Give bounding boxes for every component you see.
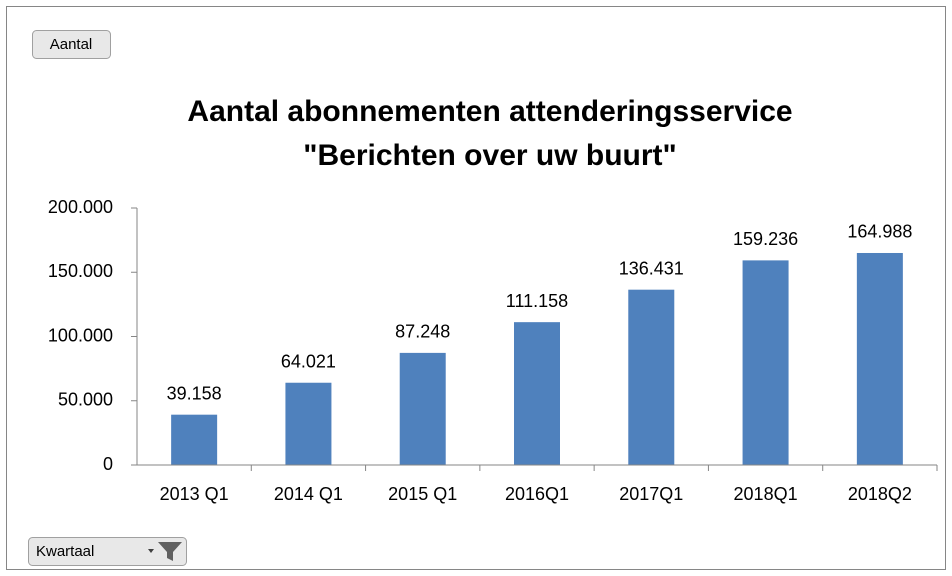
x-tick-label: 2017Q1 bbox=[619, 484, 683, 504]
axis-field-button[interactable]: Kwartaal bbox=[28, 537, 187, 566]
chart-border bbox=[6, 6, 946, 570]
x-tick-label: 2013 Q1 bbox=[160, 484, 229, 504]
button-label: Kwartaal bbox=[36, 543, 94, 560]
bar bbox=[285, 382, 332, 465]
x-tick-label: 2015 Q1 bbox=[388, 484, 457, 504]
x-tick-label: 2016Q1 bbox=[505, 484, 569, 504]
data-label: 64.021 bbox=[281, 351, 336, 371]
data-label: 136.431 bbox=[619, 258, 684, 278]
y-tick-label: 150.000 bbox=[48, 261, 113, 281]
x-tick-label: 2018Q1 bbox=[734, 484, 798, 504]
bar bbox=[628, 289, 675, 465]
data-label: 111.158 bbox=[506, 291, 568, 311]
y-tick-label: 200.000 bbox=[48, 197, 113, 217]
bar bbox=[514, 322, 560, 465]
data-label: 39.158 bbox=[167, 383, 222, 403]
y-tick-label: 50.000 bbox=[58, 390, 113, 410]
data-label: 159.236 bbox=[733, 229, 798, 249]
x-tick-label: 2018Q2 bbox=[848, 484, 912, 504]
bar bbox=[399, 352, 446, 465]
data-label: 87.248 bbox=[395, 322, 450, 342]
data-label: 164.988 bbox=[847, 222, 912, 242]
filter-icon bbox=[158, 542, 182, 561]
y-tick-label: 100.000 bbox=[48, 325, 113, 345]
bar bbox=[171, 414, 218, 465]
value-field-button[interactable]: Aantal bbox=[32, 30, 111, 59]
chart-title: "Berichten over uw buurt" bbox=[303, 139, 677, 172]
bar bbox=[742, 260, 789, 465]
button-label: Aantal bbox=[50, 36, 93, 53]
bar bbox=[856, 252, 903, 465]
chart-title: Aantal abonnementen attenderingsservice bbox=[187, 95, 792, 128]
x-tick-label: 2014 Q1 bbox=[274, 484, 343, 504]
y-tick-label: 0 bbox=[103, 454, 113, 474]
dropdown-arrow bbox=[148, 549, 154, 553]
